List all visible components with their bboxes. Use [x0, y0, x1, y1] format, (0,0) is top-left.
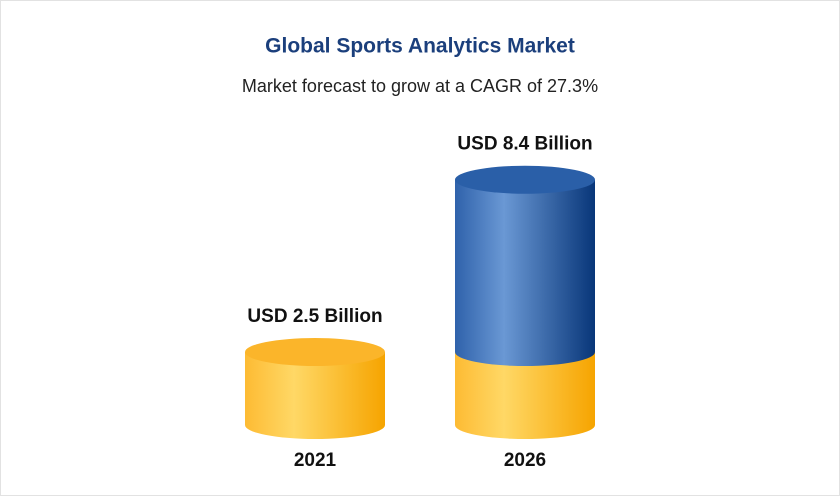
chart-subtitle: Market forecast to grow at a CAGR of 27.… [242, 76, 598, 96]
x-tick-label: 2026 [504, 450, 546, 471]
cylinder-base [245, 352, 385, 439]
cylinder-top [245, 338, 385, 366]
value-label: USD 8.4 Billion [457, 134, 592, 155]
cylinder-base [455, 352, 595, 439]
cylinder-top [455, 165, 595, 194]
x-tick-label: 2021 [294, 450, 337, 471]
value-label: USD 2.5 Billion [247, 306, 382, 327]
chart-title: Global Sports Analytics Market [265, 35, 575, 58]
cylinder-growth [455, 179, 595, 366]
